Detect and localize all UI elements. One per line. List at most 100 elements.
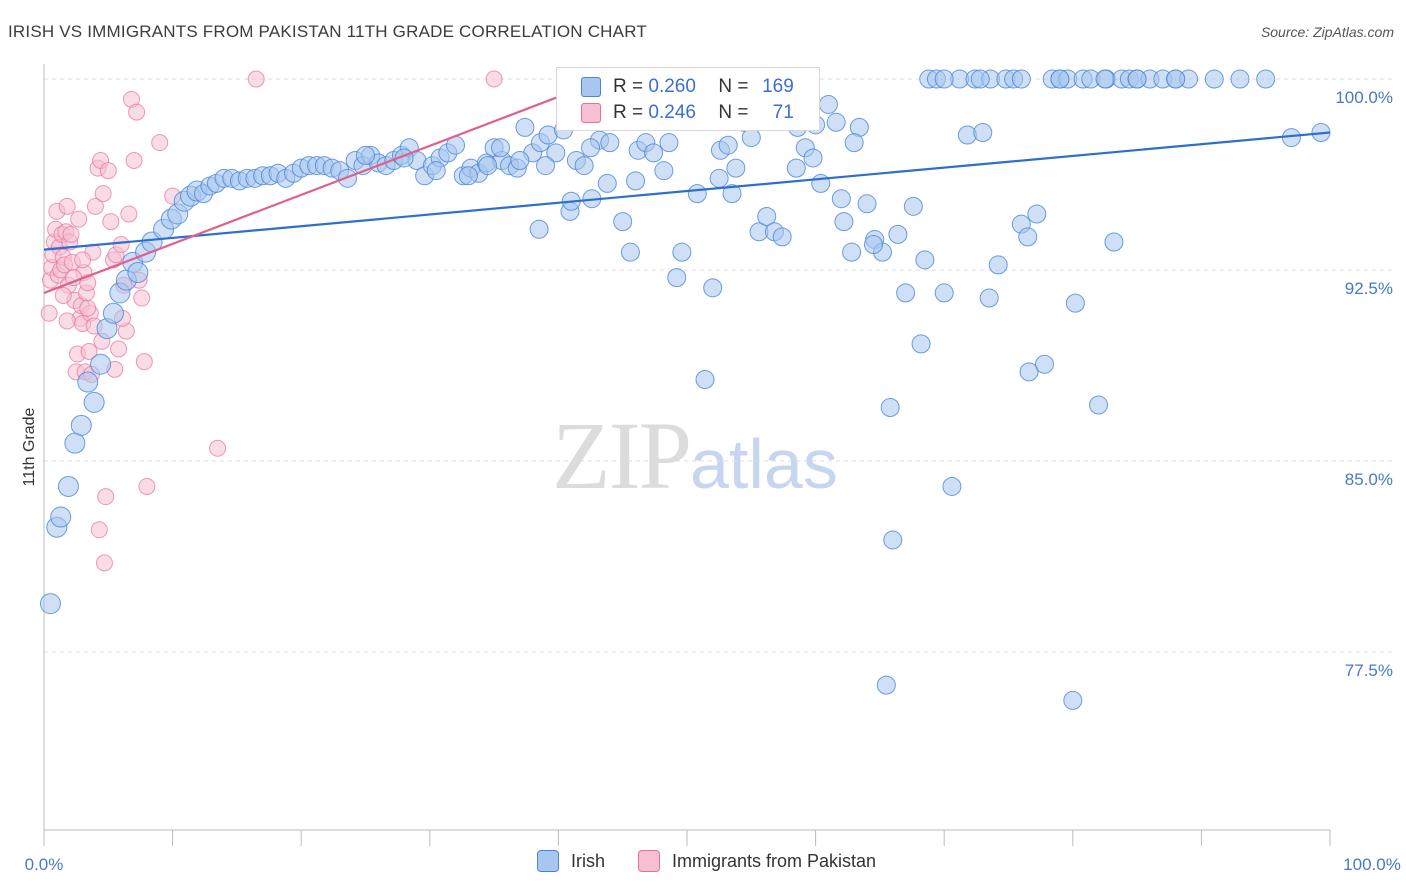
irish-point [915,250,935,270]
irish-point [356,145,375,165]
irish-point [50,506,72,528]
irish-point [672,242,692,262]
irish-point [581,138,601,158]
pakistan-trend-line [43,95,559,294]
trend-lines [43,95,1331,294]
irish-point [687,184,707,204]
irish-point [626,171,646,191]
irish-point [709,168,729,188]
irish-points [39,69,1331,710]
legend-label-pakistan: Immigrants from Pakistan [672,850,877,871]
n-label: N = [718,102,749,123]
irish-point [426,161,446,181]
irish-point [1018,227,1038,247]
irish-point [600,133,620,153]
irish-point [934,283,954,303]
irish-point [703,278,723,298]
pakistan-point [95,554,113,572]
legend-row-irish: R = 0.260 N = 169 [581,75,794,99]
r-value: 0.260 [648,76,696,97]
pakistan-point [247,70,265,88]
pakistan-point [86,197,104,215]
irish-point [644,143,664,163]
pakistan-point [209,439,227,457]
irish-point [478,156,498,176]
y-axis-title: 11th Grade [21,407,38,486]
irish-point [667,268,687,288]
irish-point [70,414,92,436]
irish-point [77,371,99,393]
irish-point [515,117,535,137]
pakistan-legend-swatch [638,850,660,872]
r-label: R = [613,76,644,97]
irish-trend-line [43,131,1331,251]
pakistan-point [97,488,115,506]
y-tick-label: 92.5% [1345,279,1393,298]
irish-point [718,135,738,155]
irish-point [726,158,746,178]
irish-point [536,156,556,176]
pakistan-point [80,342,98,360]
n-value: 71 [772,102,794,123]
gridlines [44,78,1392,653]
irish-point [786,158,806,178]
irish-point [1050,69,1070,89]
irish-point [620,242,640,262]
irish-point [973,122,993,142]
x-tick-label: 0.0% [25,855,64,874]
chart-title: IRISH VS IMMIGRANTS FROM PAKISTAN 11TH G… [8,22,647,41]
irish-point [942,476,962,496]
pakistan-point [62,225,80,243]
r-label: R = [613,102,644,123]
irish-point [1095,69,1115,89]
pakistan-point [58,312,76,330]
irish-point [844,133,864,153]
pakistan-point [120,205,138,223]
irish-point [458,166,478,186]
irish-point [842,242,862,262]
irish-point [903,196,923,216]
irish-point [102,302,124,324]
irish-point [811,173,831,193]
pakistan-point [138,477,156,495]
pakistan-point [58,197,76,215]
pakistan-point [151,134,169,152]
irish-point [883,530,903,550]
irish-point [1089,395,1109,415]
irish-point [831,189,851,209]
legend-row-pakistan: R = 0.246 N = 71 [581,101,794,125]
irish-point [83,391,105,413]
legend-item-irish[interactable]: Irish [537,850,605,872]
pakistan-swatch [581,103,601,123]
irish-point [1063,690,1083,710]
pakistan-point [79,299,97,317]
irish-point [1127,69,1147,89]
pakistan-point [135,353,153,371]
pakistan-point [70,210,88,228]
irish-point [896,283,916,303]
pakistan-point [54,286,72,304]
irish-point [741,128,761,148]
pakistan-point [485,70,503,88]
irish-point [127,262,149,284]
pakistan-point [74,251,92,269]
pakistan-point [125,151,143,169]
irish-point [1065,293,1085,313]
irish-point [911,334,931,354]
y-tick-label: 85.0% [1345,470,1393,489]
irish-point [90,353,112,375]
axes [43,64,1331,846]
legend-label-irish: Irish [571,850,606,871]
irish-point [863,235,883,255]
irish-point [659,133,679,153]
legend-item-pakistan[interactable]: Immigrants from Pakistan [638,850,876,872]
tick-labels: 77.5% 85.0% 92.5% 100.0% 0.0% 100.0% 11th Grad… [21,88,1401,874]
irish-point [1011,69,1031,89]
irish-point [888,224,908,244]
zipatlas-watermark: ZIPatlas [552,402,838,509]
irish-point [876,675,896,695]
x-tick-label: 100.0% [1343,855,1401,874]
pakistan-point [133,289,151,307]
y-tick-label: 77.5% [1345,661,1393,680]
